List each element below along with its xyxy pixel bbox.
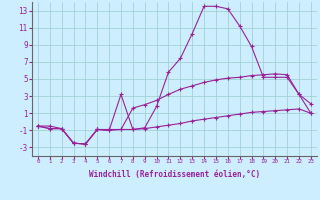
X-axis label: Windchill (Refroidissement éolien,°C): Windchill (Refroidissement éolien,°C) [89,170,260,179]
